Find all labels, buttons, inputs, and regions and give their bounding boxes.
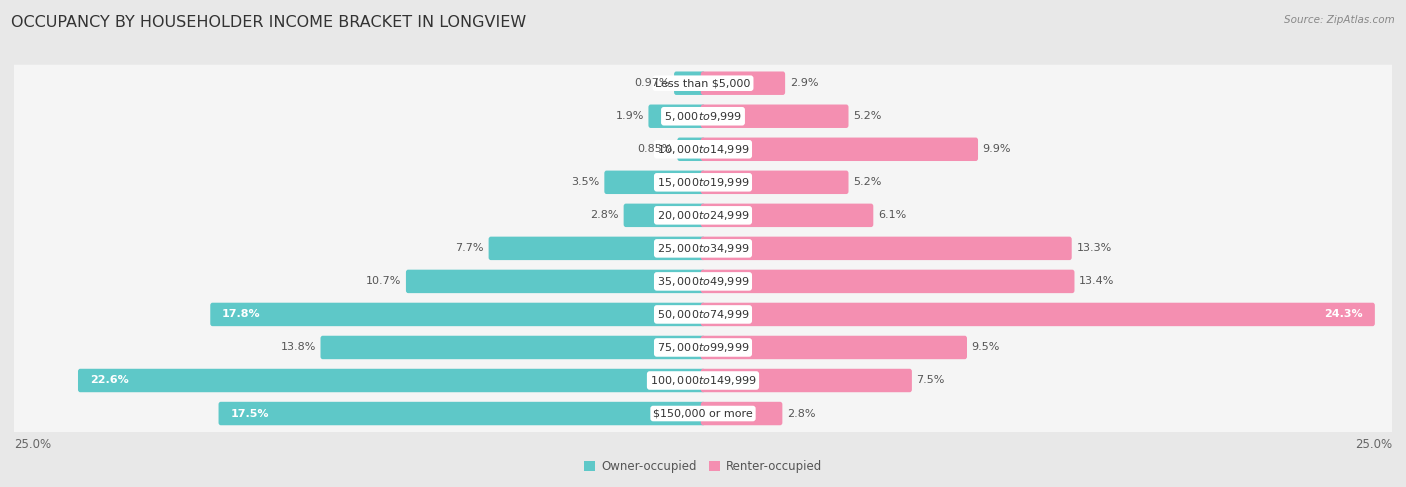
- Text: 22.6%: 22.6%: [90, 375, 128, 386]
- FancyBboxPatch shape: [321, 336, 706, 359]
- FancyBboxPatch shape: [700, 402, 782, 425]
- FancyBboxPatch shape: [406, 270, 706, 293]
- FancyBboxPatch shape: [700, 137, 979, 161]
- Text: 9.9%: 9.9%: [983, 144, 1011, 154]
- Text: 13.3%: 13.3%: [1077, 244, 1112, 253]
- FancyBboxPatch shape: [700, 237, 1071, 260]
- Text: 6.1%: 6.1%: [877, 210, 907, 220]
- Text: 17.5%: 17.5%: [231, 409, 269, 418]
- Text: $25,000 to $34,999: $25,000 to $34,999: [657, 242, 749, 255]
- Text: $20,000 to $24,999: $20,000 to $24,999: [657, 209, 749, 222]
- FancyBboxPatch shape: [7, 197, 1399, 234]
- FancyBboxPatch shape: [218, 402, 706, 425]
- Text: 3.5%: 3.5%: [571, 177, 599, 187]
- Text: 24.3%: 24.3%: [1324, 309, 1362, 319]
- Text: $35,000 to $49,999: $35,000 to $49,999: [657, 275, 749, 288]
- FancyBboxPatch shape: [7, 329, 1399, 366]
- Text: $75,000 to $99,999: $75,000 to $99,999: [657, 341, 749, 354]
- Text: 2.8%: 2.8%: [787, 409, 815, 418]
- Text: 25.0%: 25.0%: [14, 438, 51, 451]
- FancyBboxPatch shape: [77, 369, 706, 392]
- FancyBboxPatch shape: [605, 170, 706, 194]
- FancyBboxPatch shape: [700, 204, 873, 227]
- Text: 5.2%: 5.2%: [853, 177, 882, 187]
- Text: 13.4%: 13.4%: [1080, 277, 1115, 286]
- FancyBboxPatch shape: [700, 72, 785, 95]
- Text: $15,000 to $19,999: $15,000 to $19,999: [657, 176, 749, 189]
- FancyBboxPatch shape: [700, 336, 967, 359]
- Text: 7.7%: 7.7%: [456, 244, 484, 253]
- Text: OCCUPANCY BY HOUSEHOLDER INCOME BRACKET IN LONGVIEW: OCCUPANCY BY HOUSEHOLDER INCOME BRACKET …: [11, 15, 526, 30]
- Text: 25.0%: 25.0%: [1355, 438, 1392, 451]
- Text: 17.8%: 17.8%: [222, 309, 260, 319]
- FancyBboxPatch shape: [7, 362, 1399, 399]
- Text: Less than $5,000: Less than $5,000: [655, 78, 751, 88]
- Text: Source: ZipAtlas.com: Source: ZipAtlas.com: [1284, 15, 1395, 25]
- Text: $150,000 or more: $150,000 or more: [654, 409, 752, 418]
- FancyBboxPatch shape: [700, 105, 848, 128]
- FancyBboxPatch shape: [700, 369, 912, 392]
- Text: 9.5%: 9.5%: [972, 342, 1000, 353]
- FancyBboxPatch shape: [7, 131, 1399, 168]
- Text: $10,000 to $14,999: $10,000 to $14,999: [657, 143, 749, 156]
- FancyBboxPatch shape: [7, 164, 1399, 201]
- FancyBboxPatch shape: [7, 395, 1399, 432]
- Text: $50,000 to $74,999: $50,000 to $74,999: [657, 308, 749, 321]
- Text: 0.97%: 0.97%: [634, 78, 669, 88]
- Text: 13.8%: 13.8%: [280, 342, 316, 353]
- FancyBboxPatch shape: [700, 170, 848, 194]
- FancyBboxPatch shape: [678, 137, 706, 161]
- Legend: Owner-occupied, Renter-occupied: Owner-occupied, Renter-occupied: [579, 455, 827, 478]
- Text: 2.8%: 2.8%: [591, 210, 619, 220]
- Text: $5,000 to $9,999: $5,000 to $9,999: [664, 110, 742, 123]
- Text: 10.7%: 10.7%: [366, 277, 401, 286]
- Text: 0.85%: 0.85%: [637, 144, 672, 154]
- FancyBboxPatch shape: [211, 303, 706, 326]
- Text: 7.5%: 7.5%: [917, 375, 945, 386]
- Text: 2.9%: 2.9%: [790, 78, 818, 88]
- FancyBboxPatch shape: [7, 263, 1399, 300]
- FancyBboxPatch shape: [673, 72, 706, 95]
- FancyBboxPatch shape: [700, 303, 1375, 326]
- FancyBboxPatch shape: [624, 204, 706, 227]
- Text: $100,000 to $149,999: $100,000 to $149,999: [650, 374, 756, 387]
- FancyBboxPatch shape: [7, 65, 1399, 102]
- FancyBboxPatch shape: [648, 105, 706, 128]
- FancyBboxPatch shape: [700, 270, 1074, 293]
- Text: 1.9%: 1.9%: [616, 111, 644, 121]
- FancyBboxPatch shape: [7, 98, 1399, 135]
- FancyBboxPatch shape: [489, 237, 706, 260]
- FancyBboxPatch shape: [7, 296, 1399, 333]
- Text: 5.2%: 5.2%: [853, 111, 882, 121]
- FancyBboxPatch shape: [7, 230, 1399, 267]
